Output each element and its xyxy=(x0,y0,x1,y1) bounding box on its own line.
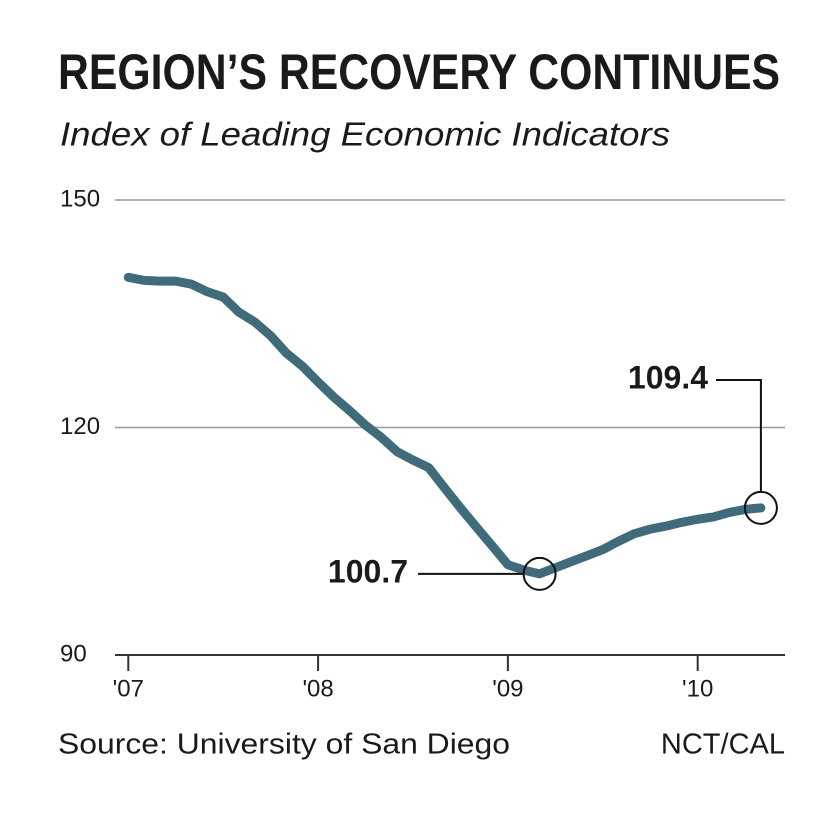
x-tick-label: '09 xyxy=(492,675,523,702)
x-tick-label: '10 xyxy=(682,675,713,702)
y-tick-label: 150 xyxy=(60,185,100,212)
x-tick-label: '08 xyxy=(302,675,333,702)
source: Source: University of San Diego xyxy=(58,729,510,761)
annotation-label: 109.4 xyxy=(628,359,708,395)
y-tick-label: 90 xyxy=(60,640,87,667)
credit: NCT/CAL xyxy=(661,729,785,761)
chart-subtitle: Index of Leading Economic Indicators xyxy=(60,116,670,153)
chart-title: REGION’S RECOVERY CONTINUES xyxy=(58,44,780,100)
x-tick-label: '07 xyxy=(113,675,144,702)
annotation-label: 100.7 xyxy=(328,553,408,589)
line-series xyxy=(123,272,766,579)
leader-line xyxy=(716,379,762,492)
y-tick-label: 120 xyxy=(60,413,100,440)
